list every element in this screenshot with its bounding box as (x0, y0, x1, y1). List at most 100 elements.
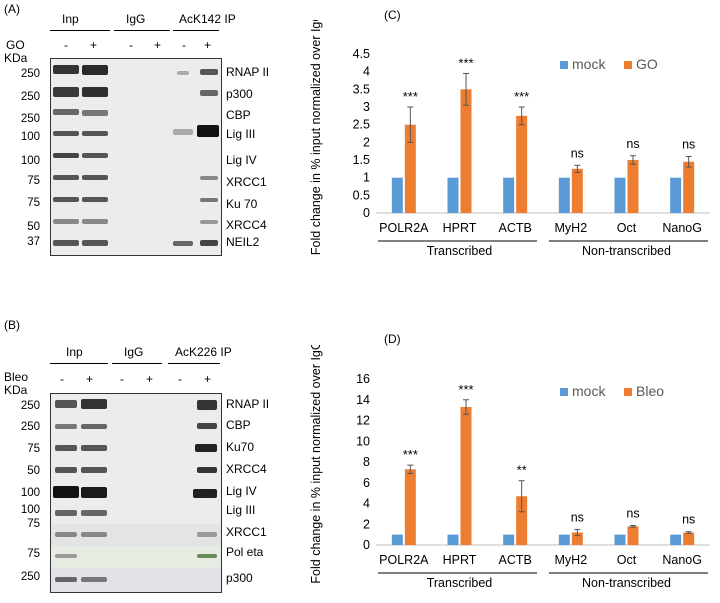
group-underline (50, 363, 108, 364)
mw-marker: 100 (20, 487, 40, 499)
y-axis-label: Fold change in % input normalized over I… (309, 20, 323, 255)
significance-label: ns (571, 510, 584, 524)
bar-treated (683, 532, 695, 545)
protein-label: Lig III (226, 503, 256, 517)
mw-marker: 75 (27, 518, 40, 530)
bar-mock (447, 177, 459, 213)
y-tick-label: 6 (363, 476, 370, 490)
lane-sign: + (204, 38, 212, 52)
significance-label: *** (403, 447, 418, 462)
y-tick-label: 4 (363, 65, 370, 79)
group-underline (173, 30, 219, 31)
significance-label: ** (517, 463, 527, 478)
y-axis-label: Fold change in % input normalized over I… (309, 345, 323, 584)
y-tick-label: 3.5 (353, 82, 370, 96)
bar-mock (558, 177, 570, 213)
y-tick-label: 4 (363, 497, 370, 511)
x-tick-label: ACTB (498, 221, 531, 235)
protein-label: XRCC1 (226, 525, 267, 539)
group-label-transcribed: Transcribed (427, 244, 493, 258)
protein-label: CBP (226, 108, 251, 122)
y-tick-label: 3 (363, 100, 370, 114)
western-blot-b (50, 393, 222, 593)
mw-marker: 100 (20, 504, 40, 516)
bar-mock (391, 534, 403, 545)
bar-treated (627, 526, 639, 545)
mw-marker: 50 (27, 221, 40, 233)
bar-treated (404, 469, 416, 545)
mw-marker: 37 (27, 236, 40, 248)
lane-sign: - (60, 372, 64, 386)
protein-label: Ku70 (226, 440, 255, 454)
x-tick-label: POLR2A (379, 553, 429, 567)
bar-mock (503, 177, 515, 213)
y-tick-label: 2 (363, 517, 370, 531)
protein-label: RNAP II (226, 65, 270, 79)
bar-treated (460, 407, 472, 545)
bar-mock (614, 534, 626, 545)
mw-marker: 250 (20, 113, 40, 125)
bar-chart-c: 0 0.5 1 1.5 2 2.5 3 3.5 4 4.5 Fold change in % inp… (309, 20, 710, 258)
mw-marker: 75 (27, 548, 40, 560)
y-tick-label: 1 (363, 171, 370, 185)
treatment-label: GO (6, 38, 25, 52)
y-tick-label: 0 (363, 538, 370, 552)
mw-marker: 250 (20, 421, 40, 433)
group-label-ip: AcK142 IP (179, 12, 236, 26)
bar-treated (460, 89, 472, 213)
group-label-transcribed: Transcribed (427, 576, 493, 590)
mw-marker: 75 (27, 175, 40, 187)
lane-sign: + (90, 38, 98, 52)
x-tick-label: NanoG (662, 553, 702, 567)
group-label-non-transcribed: Non-transcribed (582, 244, 671, 258)
mw-marker: 250 (20, 68, 40, 80)
legend-swatch-mock (560, 388, 568, 396)
legend-label-mock: mock (572, 383, 606, 399)
protein-label: RNAP II (226, 397, 270, 411)
y-tick-label: 1.5 (353, 153, 370, 167)
bar-mock (391, 177, 403, 213)
significance-label: *** (458, 55, 473, 70)
group-label-igg: IgG (126, 12, 146, 26)
protein-label: Lig IV (226, 484, 257, 498)
protein-label: Lig III (226, 127, 256, 141)
bar-treated (571, 532, 583, 545)
lane-sign: + (154, 38, 162, 52)
group-label-inp: Inp (62, 12, 79, 26)
protein-label: XRCC4 (226, 218, 267, 232)
protein-label: p300 (226, 87, 253, 101)
x-tick-label: Oct (617, 553, 637, 567)
significance-label: ns (682, 137, 695, 151)
y-tick-label: 2 (363, 135, 370, 149)
x-tick-label: POLR2A (379, 221, 429, 235)
y-tick-label: 4.5 (353, 47, 370, 61)
panel-c-label: (C) (384, 8, 401, 22)
x-tick-label: MyH2 (555, 553, 588, 567)
bar-treated (683, 161, 695, 213)
x-tick-label: Oct (617, 221, 637, 235)
bar-mock (670, 534, 682, 545)
bar-mock (447, 534, 459, 545)
group-underline (50, 30, 110, 31)
bar-mock (670, 177, 682, 213)
legend-label-treated: GO (636, 56, 658, 72)
significance-label: *** (514, 89, 529, 104)
protein-label: Ku 70 (226, 197, 258, 211)
protein-label: Pol eta (226, 545, 264, 559)
x-tick-label: NanoG (662, 221, 702, 235)
bar-treated (516, 496, 528, 545)
panel-a-label: (A) (4, 2, 20, 16)
legend-label-mock: mock (572, 56, 606, 72)
group-label-non-transcribed: Non-transcribed (582, 576, 671, 590)
y-tick-label: 8 (363, 455, 370, 469)
mw-marker: 250 (20, 400, 40, 412)
significance-label: *** (458, 382, 473, 397)
protein-label: Lig IV (226, 153, 257, 167)
lane-sign: - (178, 372, 182, 386)
mw-unit: KDa (4, 51, 28, 65)
legend-swatch-treated (624, 388, 632, 396)
protein-label: CBP (226, 418, 251, 432)
bar-treated (627, 160, 639, 213)
mw-marker: 250 (20, 571, 40, 583)
lane-sign: - (120, 372, 124, 386)
